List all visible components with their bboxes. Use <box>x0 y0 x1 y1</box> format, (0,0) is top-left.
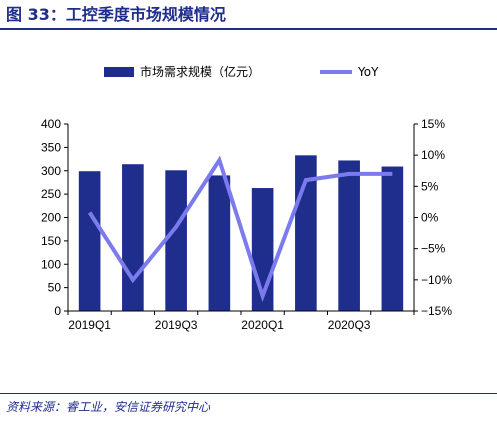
bar-2019Q4 <box>208 175 231 311</box>
right-tick-label: −10% <box>421 273 452 287</box>
source-divider <box>0 393 497 394</box>
title-divider <box>0 28 497 30</box>
source-note: 资料来源：睿工业，安信证券研究中心 <box>6 400 211 414</box>
page-title: 图 33：工控季度市场规模情况 <box>6 5 226 24</box>
bar-2020Q3 <box>338 160 360 311</box>
yoy-line <box>87 155 393 303</box>
x-tick-label: 2020Q1 <box>241 318 284 332</box>
left-tick-label: 50 <box>48 281 62 295</box>
right-tick-label: 5% <box>421 179 439 193</box>
left-tick-label: 300 <box>41 164 61 178</box>
x-tick-label: 2019Q3 <box>155 318 198 332</box>
right-tick-label: 10% <box>421 148 445 162</box>
legend-label-line: YoY <box>357 65 379 79</box>
right-tick-label: 0% <box>421 211 439 225</box>
bar-2019Q3 <box>165 170 187 311</box>
legend: 市场需求规模（亿元） YoY <box>104 64 379 79</box>
legend-swatch-bars <box>104 67 134 77</box>
left-axis: 0 50 100 150 200 250 300 350 400 <box>41 117 69 318</box>
bar-2020Q4 <box>381 166 404 311</box>
bar-2019Q2 <box>122 164 144 311</box>
right-tick-label: −5% <box>421 242 446 256</box>
left-tick-label: 200 <box>41 211 61 225</box>
left-tick-label: 350 <box>41 140 61 154</box>
x-tick-label: 2020Q3 <box>328 318 371 332</box>
left-tick-label: 250 <box>41 187 61 201</box>
bar-2019Q1 <box>78 171 101 311</box>
right-axis: −15% −10% −5% 0% 5% 10% 15% <box>413 117 452 318</box>
left-tick-label: 100 <box>41 257 61 271</box>
right-tick-label: 15% <box>421 117 445 131</box>
chart: 市场需求规模（亿元） YoY 0 50 100 150 200 250 300 350 400 −… <box>41 64 452 332</box>
legend-label-bars: 市场需求规模（亿元） <box>140 64 260 79</box>
right-tick-label: −15% <box>421 304 452 318</box>
x-axis: 2019Q1 2019Q3 2020Q1 2020Q3 <box>67 310 415 332</box>
left-tick-label: 0 <box>54 304 61 318</box>
left-tick-label: 150 <box>41 234 61 248</box>
plot-area <box>78 155 404 311</box>
left-tick-label: 400 <box>41 117 61 131</box>
x-tick-label: 2019Q1 <box>68 318 111 332</box>
